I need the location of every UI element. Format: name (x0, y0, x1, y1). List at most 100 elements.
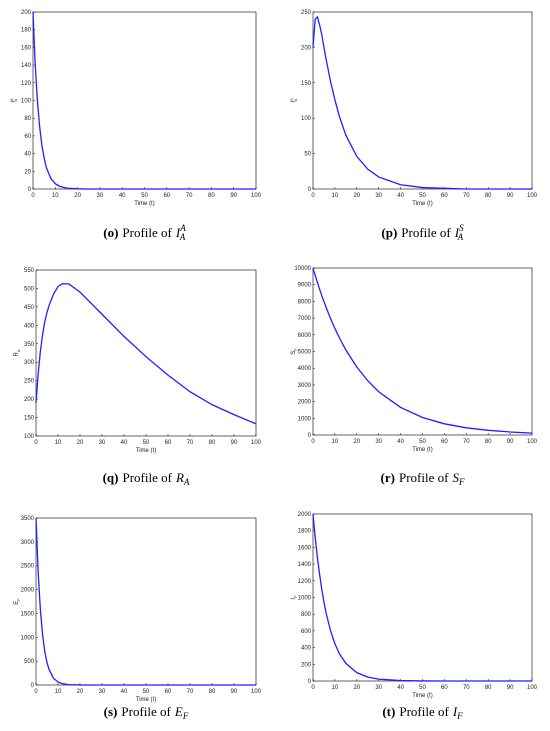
y-tick-label: 40 (24, 152, 31, 158)
x-tick-label: 50 (419, 193, 426, 199)
subplot: 0 10 20 30 40 50 60 70 80 90 100 0 20 40 60 80 100 120 140… (9, 10, 262, 242)
y-axis-label: ISA (289, 98, 298, 103)
x-tick-label: 90 (231, 689, 238, 695)
x-tick-label: 20 (77, 689, 84, 695)
data-line (312, 15, 532, 190)
y-tick-label: 0 (28, 187, 32, 193)
caption-sup: A (179, 223, 186, 233)
x-tick-label: 20 (74, 193, 81, 199)
x-tick-label: 70 (186, 193, 193, 199)
subplot: 0 10 20 30 40 50 60 70 80 90 100010002000300040005… (291, 266, 538, 487)
caption-symbol: I (452, 704, 458, 719)
x-tick-label: 0 (34, 689, 38, 695)
x-tick-label: 10 (332, 685, 339, 691)
x-tick-label: 10 (52, 193, 59, 199)
caption: (q) Profile of RA (103, 470, 190, 487)
y-tick-label: 200 (21, 10, 32, 16)
caption-sup: S (459, 223, 464, 233)
x-tick-label: 60 (165, 689, 172, 695)
axes-box (312, 11, 533, 190)
x-tick-label: 0 (311, 193, 315, 199)
y-label-sub: A (293, 98, 298, 101)
axes-box (312, 513, 533, 682)
y-tick-label: 300 (24, 360, 35, 366)
y-tick-label: 600 (301, 629, 312, 635)
y-tick-label: 1000 (21, 635, 35, 641)
x-tick-label: 40 (397, 439, 404, 445)
x-tick-label: 80 (485, 685, 492, 691)
caption-symbol: E (174, 704, 183, 719)
y-tick-label: 6000 (298, 333, 312, 339)
x-tick-label: 30 (99, 689, 106, 695)
y-label-sub: F (16, 598, 21, 601)
y-tick-label: 7000 (298, 316, 312, 322)
y-tick-label: 1600 (298, 545, 312, 551)
y-label-sub: A (16, 349, 21, 352)
y-tick-label: 150 (301, 81, 312, 87)
y-tick-label: 200 (301, 45, 312, 51)
x-tick-label: 100 (527, 685, 538, 691)
y-tick-label: 160 (21, 45, 32, 51)
y-tick-label: 5000 (298, 350, 312, 356)
caption-sub: A (183, 477, 190, 487)
subplot: 0 10 20 30 40 50 60 70 80 90 100 0 50 100 150 200 250 Tim… (289, 10, 538, 242)
caption-symbol: S (452, 470, 459, 485)
y-axis-label: RA (14, 349, 21, 356)
x-tick-label: 70 (187, 440, 194, 446)
caption-text: Profile of (121, 704, 171, 719)
y-tick-label: 400 (24, 323, 35, 329)
y-tick-label: 50 (304, 152, 311, 158)
y-label-sup: S (289, 98, 294, 101)
caption-sub: F (456, 711, 463, 721)
y-tick-label: 100 (21, 99, 32, 105)
caption-sub: F (182, 711, 189, 721)
x-tick-label: 20 (353, 193, 360, 199)
y-tick-label: 0 (308, 433, 312, 439)
x-tick-label: 0 (311, 685, 315, 691)
x-tick-label: 20 (353, 685, 360, 691)
y-tick-label: 1000 (298, 596, 312, 602)
x-tick-label: 20 (353, 439, 360, 445)
x-tick-label: 30 (375, 193, 382, 199)
y-axis-label: EF (14, 598, 21, 605)
x-tick-label: 60 (165, 440, 172, 446)
y-tick-label: 2000 (298, 400, 312, 406)
y-tick-label: 350 (24, 342, 35, 348)
x-tick-label: 0 (311, 439, 315, 445)
caption-text: Profile of (122, 225, 172, 240)
y-tick-label: 100 (24, 434, 35, 440)
x-axis-label: Time (t) (412, 201, 432, 207)
y-label-symbol: I (291, 598, 297, 600)
y-tick-label: 100 (301, 116, 312, 122)
x-tick-label: 60 (441, 685, 448, 691)
axes-box (35, 517, 257, 686)
x-tick-label: 40 (121, 440, 128, 446)
y-tick-label: 2000 (298, 512, 312, 518)
x-tick-label: 10 (332, 439, 339, 445)
y-tick-label: 200 (24, 397, 35, 403)
x-tick-label: 20 (77, 440, 84, 446)
x-tick-label: 30 (99, 440, 106, 446)
caption-text: Profile of (399, 704, 449, 719)
y-tick-label: 1400 (298, 562, 312, 568)
x-tick-label: 0 (31, 193, 35, 199)
y-label-symbol: S (291, 351, 297, 355)
y-label-symbol: R (14, 352, 20, 357)
y-label-symbol: I (11, 101, 17, 103)
y-axis-label: SF (291, 348, 298, 355)
subplot: 0 10 20 30 40 50 60 70 80 90 100 100 150 200 250 300 350… (14, 268, 262, 487)
x-tick-label: 90 (507, 193, 514, 199)
x-tick-label: 70 (463, 685, 470, 691)
x-tick-label: 100 (527, 193, 538, 199)
x-tick-label: 80 (485, 439, 492, 445)
x-tick-label: 80 (209, 689, 216, 695)
y-tick-label: 140 (21, 63, 32, 69)
x-tick-label: 50 (143, 689, 150, 695)
x-tick-label: 10 (332, 193, 339, 199)
x-tick-label: 80 (485, 193, 492, 199)
x-tick-label: 30 (375, 685, 382, 691)
y-tick-label: 80 (24, 116, 31, 122)
y-tick-label: 450 (24, 305, 35, 311)
y-tick-label: 400 (301, 646, 312, 652)
